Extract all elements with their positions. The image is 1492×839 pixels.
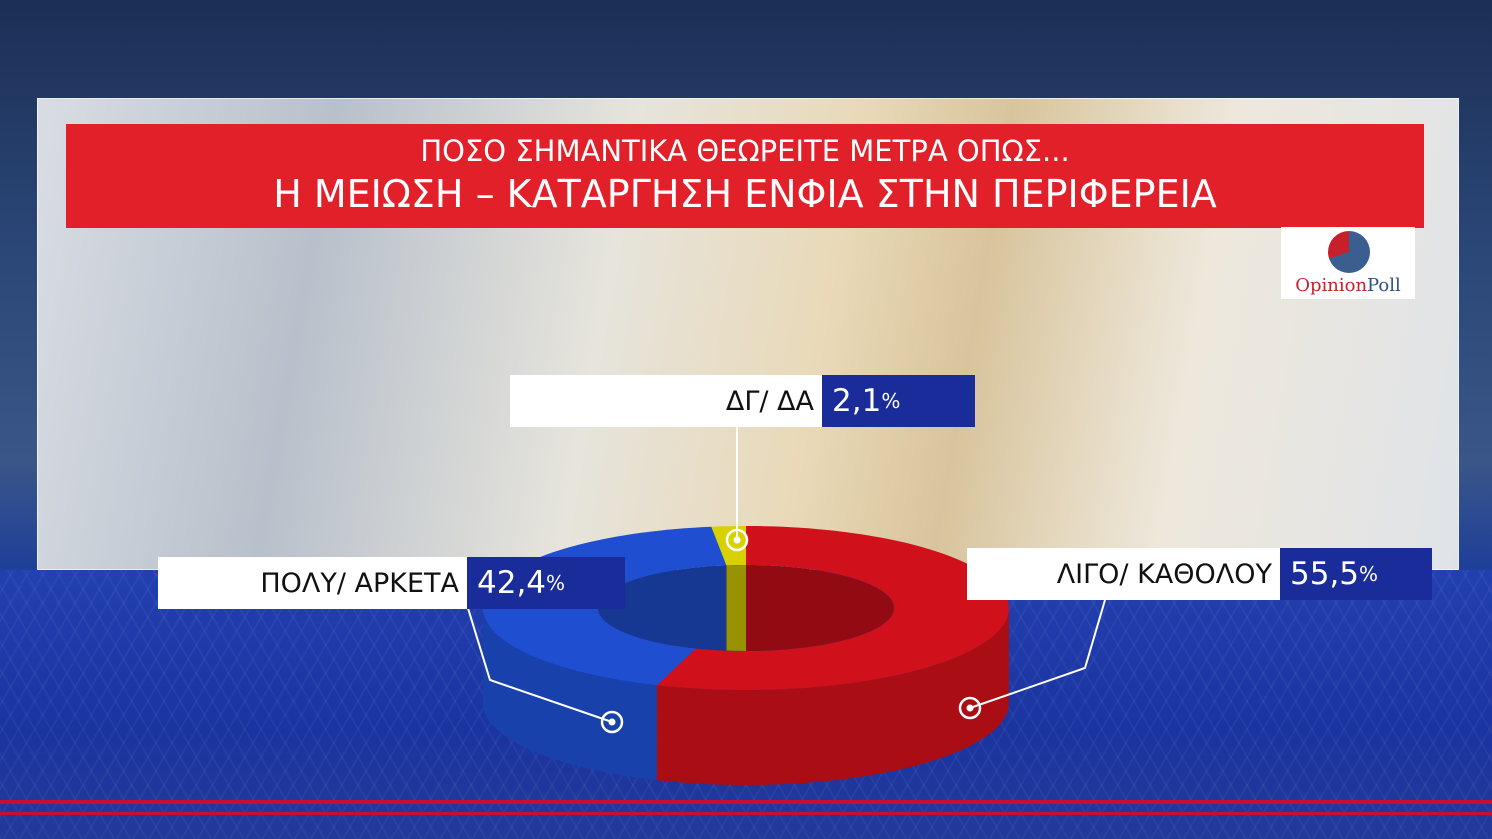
slice-value: 55,5% [1280, 548, 1432, 600]
leader-line-poly-arketa [466, 604, 613, 723]
marker-poly-arketa [600, 710, 624, 734]
slice-label: ΛΙΓΟ/ ΚΑΘΟΛΟΥ [967, 548, 1280, 600]
marker-ligo-katholou [958, 696, 982, 720]
chart-title: Η ΜΕΙΩΣΗ – ΚΑΤΑΡΓΗΣΗ ΕΝΦΙΑ ΣΤΗΝ ΠΕΡΙΦΕΡΕ… [273, 172, 1217, 216]
leader-line-ligo-katholou [969, 599, 1106, 709]
slice-ligo-katholou-wall [656, 608, 1009, 785]
opinionpoll-logo: OpinionPoll [1281, 227, 1415, 299]
floor-stripe [0, 812, 1492, 815]
value-text: 42,4 [477, 565, 547, 601]
question-text: ΠΟΣΟ ΣΗΜΑΝΤΙΚΑ ΘΕΩΡΕΙΤΕ ΜΕΤΡΑ ΟΠΩΣ... [420, 134, 1070, 168]
logo-pie-icon [1328, 231, 1370, 273]
unit-text: % [546, 571, 566, 595]
slice-label: ΠΟΛΥ/ ΑΡΚΕΤΑ [158, 557, 467, 609]
slice-poly-arketa-inner-wall [598, 565, 727, 651]
slice-value: 2,1% [822, 375, 975, 427]
slice-label: ΔΓ/ ΔΑ [510, 375, 822, 427]
logo-text: Opinion [1295, 275, 1368, 296]
value-text: 2,1 [832, 383, 882, 419]
slice-value: 42,4% [467, 557, 625, 609]
slice-ligo-katholou-inner-wall [746, 565, 894, 651]
logo-text: Poll [1367, 275, 1401, 296]
floor-stripe [0, 800, 1492, 804]
slice-ligo-katholou-top [656, 526, 1009, 690]
slice-dgda-inner-wall [726, 565, 746, 651]
unit-text: % [1359, 562, 1379, 586]
title-banner: ΠΟΣΟ ΣΗΜΑΝΤΙΚΑ ΘΕΩΡΕΙΤΕ ΜΕΤΡΑ ΟΠΩΣ... Η … [66, 124, 1424, 228]
label-dgda: ΔΓ/ ΔΑ 2,1% [510, 375, 975, 427]
label-ligo-katholou: ΛΙΓΟ/ ΚΑΘΟΛΟΥ 55,5% [967, 548, 1432, 600]
value-text: 55,5 [1290, 556, 1360, 592]
label-poly-arketa: ΠΟΛΥ/ ΑΡΚΕΤΑ 42,4% [158, 557, 625, 609]
marker-dgda [725, 528, 749, 552]
unit-text: % [881, 389, 901, 413]
slice-poly-arketa-wall [483, 608, 657, 781]
